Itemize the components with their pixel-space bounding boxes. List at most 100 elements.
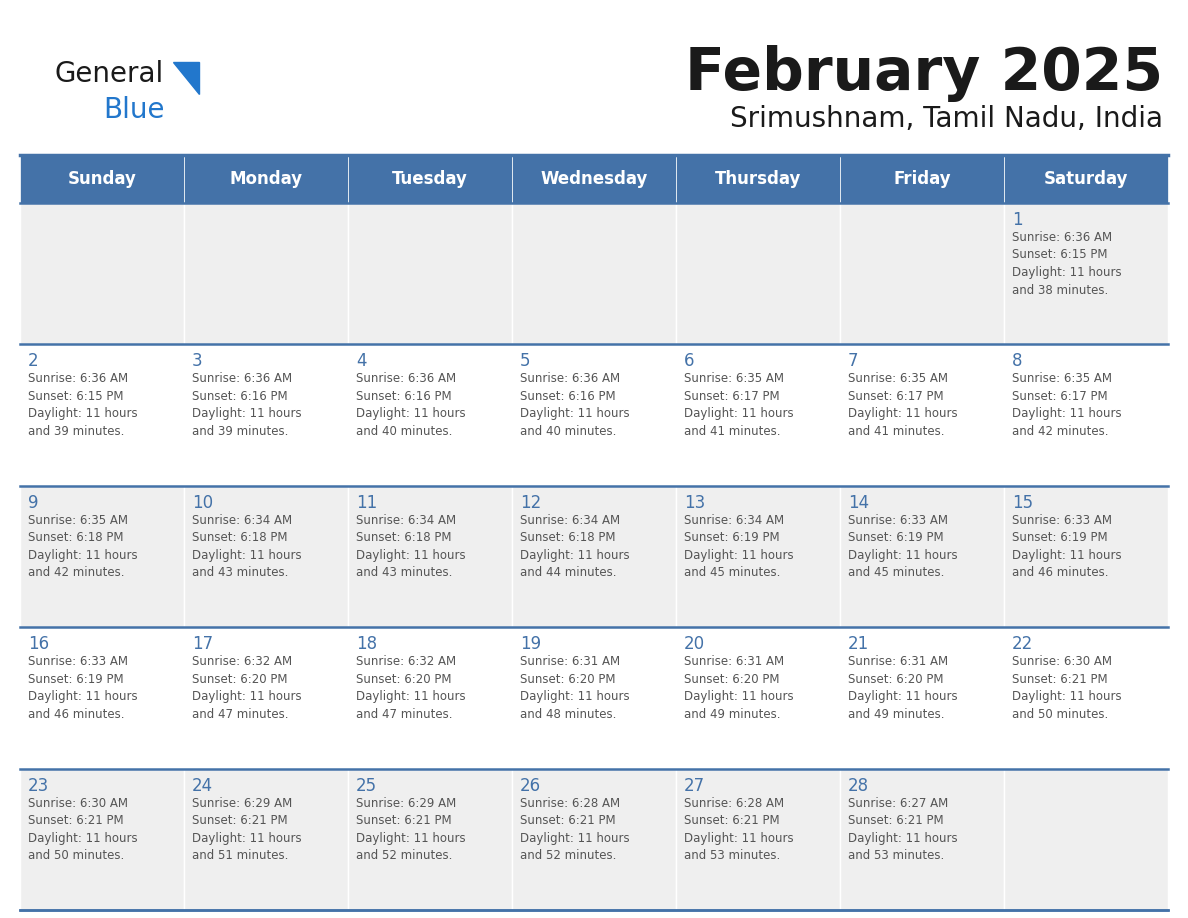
Text: 18: 18 <box>356 635 377 654</box>
Bar <box>512 203 676 344</box>
Text: Sunrise: 6:30 AM
Sunset: 6:21 PM
Daylight: 11 hours
and 50 minutes.: Sunrise: 6:30 AM Sunset: 6:21 PM Dayligh… <box>1012 655 1121 721</box>
Bar <box>348 486 512 627</box>
Bar <box>348 203 512 344</box>
Bar <box>840 344 1004 486</box>
Text: 25: 25 <box>356 777 377 795</box>
Text: Friday: Friday <box>893 170 950 188</box>
Text: Sunrise: 6:36 AM
Sunset: 6:16 PM
Daylight: 11 hours
and 40 minutes.: Sunrise: 6:36 AM Sunset: 6:16 PM Dayligh… <box>356 373 466 438</box>
Text: 26: 26 <box>520 777 541 795</box>
Text: 10: 10 <box>192 494 213 512</box>
Bar <box>20 627 184 768</box>
Bar <box>184 344 348 486</box>
Bar <box>20 344 184 486</box>
Bar <box>512 155 676 203</box>
Bar <box>184 203 348 344</box>
Text: 8: 8 <box>1012 353 1023 370</box>
Text: 14: 14 <box>848 494 870 512</box>
Text: 27: 27 <box>684 777 706 795</box>
Text: Blue: Blue <box>103 96 164 124</box>
Bar <box>512 768 676 910</box>
Text: 24: 24 <box>192 777 213 795</box>
Bar <box>348 155 512 203</box>
Text: Sunrise: 6:29 AM
Sunset: 6:21 PM
Daylight: 11 hours
and 51 minutes.: Sunrise: 6:29 AM Sunset: 6:21 PM Dayligh… <box>192 797 302 862</box>
Text: Sunrise: 6:30 AM
Sunset: 6:21 PM
Daylight: 11 hours
and 50 minutes.: Sunrise: 6:30 AM Sunset: 6:21 PM Dayligh… <box>29 797 138 862</box>
Text: Sunrise: 6:35 AM
Sunset: 6:17 PM
Daylight: 11 hours
and 41 minutes.: Sunrise: 6:35 AM Sunset: 6:17 PM Dayligh… <box>684 373 794 438</box>
Bar <box>676 203 840 344</box>
Bar <box>1004 627 1168 768</box>
Bar <box>676 486 840 627</box>
Text: Sunrise: 6:28 AM
Sunset: 6:21 PM
Daylight: 11 hours
and 52 minutes.: Sunrise: 6:28 AM Sunset: 6:21 PM Dayligh… <box>520 797 630 862</box>
Text: Sunrise: 6:33 AM
Sunset: 6:19 PM
Daylight: 11 hours
and 46 minutes.: Sunrise: 6:33 AM Sunset: 6:19 PM Dayligh… <box>1012 514 1121 579</box>
Text: 7: 7 <box>848 353 859 370</box>
Text: Tuesday: Tuesday <box>392 170 468 188</box>
Text: Saturday: Saturday <box>1044 170 1129 188</box>
Bar <box>512 486 676 627</box>
Text: 12: 12 <box>520 494 542 512</box>
Text: 17: 17 <box>192 635 213 654</box>
Text: 6: 6 <box>684 353 695 370</box>
Text: Thursday: Thursday <box>715 170 801 188</box>
Bar <box>676 344 840 486</box>
Text: 23: 23 <box>29 777 49 795</box>
Bar <box>676 627 840 768</box>
Text: 19: 19 <box>520 635 541 654</box>
Bar <box>184 768 348 910</box>
Bar <box>184 627 348 768</box>
Text: Sunrise: 6:35 AM
Sunset: 6:17 PM
Daylight: 11 hours
and 41 minutes.: Sunrise: 6:35 AM Sunset: 6:17 PM Dayligh… <box>848 373 958 438</box>
Bar <box>1004 768 1168 910</box>
Bar <box>840 768 1004 910</box>
Text: Sunrise: 6:34 AM
Sunset: 6:18 PM
Daylight: 11 hours
and 43 minutes.: Sunrise: 6:34 AM Sunset: 6:18 PM Dayligh… <box>192 514 302 579</box>
Bar <box>676 155 840 203</box>
Bar <box>512 344 676 486</box>
Text: 2: 2 <box>29 353 39 370</box>
Bar <box>840 203 1004 344</box>
Text: Sunrise: 6:36 AM
Sunset: 6:15 PM
Daylight: 11 hours
and 39 minutes.: Sunrise: 6:36 AM Sunset: 6:15 PM Dayligh… <box>29 373 138 438</box>
Text: Sunrise: 6:29 AM
Sunset: 6:21 PM
Daylight: 11 hours
and 52 minutes.: Sunrise: 6:29 AM Sunset: 6:21 PM Dayligh… <box>356 797 466 862</box>
Text: 21: 21 <box>848 635 870 654</box>
Text: Sunrise: 6:33 AM
Sunset: 6:19 PM
Daylight: 11 hours
and 45 minutes.: Sunrise: 6:33 AM Sunset: 6:19 PM Dayligh… <box>848 514 958 579</box>
Text: Sunrise: 6:36 AM
Sunset: 6:16 PM
Daylight: 11 hours
and 39 minutes.: Sunrise: 6:36 AM Sunset: 6:16 PM Dayligh… <box>192 373 302 438</box>
Text: Sunrise: 6:35 AM
Sunset: 6:17 PM
Daylight: 11 hours
and 42 minutes.: Sunrise: 6:35 AM Sunset: 6:17 PM Dayligh… <box>1012 373 1121 438</box>
Text: Sunrise: 6:27 AM
Sunset: 6:21 PM
Daylight: 11 hours
and 53 minutes.: Sunrise: 6:27 AM Sunset: 6:21 PM Dayligh… <box>848 797 958 862</box>
Bar <box>512 627 676 768</box>
Text: 4: 4 <box>356 353 367 370</box>
Text: Sunrise: 6:34 AM
Sunset: 6:18 PM
Daylight: 11 hours
and 44 minutes.: Sunrise: 6:34 AM Sunset: 6:18 PM Dayligh… <box>520 514 630 579</box>
Text: Wednesday: Wednesday <box>541 170 647 188</box>
Bar <box>20 486 184 627</box>
Text: Sunrise: 6:33 AM
Sunset: 6:19 PM
Daylight: 11 hours
and 46 minutes.: Sunrise: 6:33 AM Sunset: 6:19 PM Dayligh… <box>29 655 138 721</box>
Text: 11: 11 <box>356 494 378 512</box>
Text: 22: 22 <box>1012 635 1034 654</box>
Text: Sunrise: 6:36 AM
Sunset: 6:15 PM
Daylight: 11 hours
and 38 minutes.: Sunrise: 6:36 AM Sunset: 6:15 PM Dayligh… <box>1012 231 1121 297</box>
Text: Sunrise: 6:35 AM
Sunset: 6:18 PM
Daylight: 11 hours
and 42 minutes.: Sunrise: 6:35 AM Sunset: 6:18 PM Dayligh… <box>29 514 138 579</box>
Text: 1: 1 <box>1012 211 1023 229</box>
Text: 9: 9 <box>29 494 38 512</box>
Text: 20: 20 <box>684 635 706 654</box>
Text: Sunrise: 6:28 AM
Sunset: 6:21 PM
Daylight: 11 hours
and 53 minutes.: Sunrise: 6:28 AM Sunset: 6:21 PM Dayligh… <box>684 797 794 862</box>
Text: Sunrise: 6:32 AM
Sunset: 6:20 PM
Daylight: 11 hours
and 47 minutes.: Sunrise: 6:32 AM Sunset: 6:20 PM Dayligh… <box>356 655 466 721</box>
Polygon shape <box>173 62 200 94</box>
Text: February 2025: February 2025 <box>684 45 1163 102</box>
Bar <box>184 486 348 627</box>
Bar <box>1004 203 1168 344</box>
Bar <box>840 155 1004 203</box>
Text: 16: 16 <box>29 635 49 654</box>
Text: Sunrise: 6:34 AM
Sunset: 6:19 PM
Daylight: 11 hours
and 45 minutes.: Sunrise: 6:34 AM Sunset: 6:19 PM Dayligh… <box>684 514 794 579</box>
Bar <box>20 155 184 203</box>
Bar <box>20 768 184 910</box>
Bar <box>348 344 512 486</box>
Text: Monday: Monday <box>229 170 303 188</box>
Text: Sunrise: 6:31 AM
Sunset: 6:20 PM
Daylight: 11 hours
and 48 minutes.: Sunrise: 6:31 AM Sunset: 6:20 PM Dayligh… <box>520 655 630 721</box>
Text: Sunrise: 6:32 AM
Sunset: 6:20 PM
Daylight: 11 hours
and 47 minutes.: Sunrise: 6:32 AM Sunset: 6:20 PM Dayligh… <box>192 655 302 721</box>
Text: 5: 5 <box>520 353 531 370</box>
Text: 13: 13 <box>684 494 706 512</box>
Bar <box>1004 344 1168 486</box>
Text: Sunrise: 6:31 AM
Sunset: 6:20 PM
Daylight: 11 hours
and 49 minutes.: Sunrise: 6:31 AM Sunset: 6:20 PM Dayligh… <box>848 655 958 721</box>
Text: Srimushnam, Tamil Nadu, India: Srimushnam, Tamil Nadu, India <box>729 105 1163 133</box>
Text: General: General <box>55 60 164 88</box>
Bar <box>348 627 512 768</box>
Text: 28: 28 <box>848 777 870 795</box>
Bar <box>184 155 348 203</box>
Text: 15: 15 <box>1012 494 1034 512</box>
Text: Sunday: Sunday <box>68 170 137 188</box>
Bar <box>1004 155 1168 203</box>
